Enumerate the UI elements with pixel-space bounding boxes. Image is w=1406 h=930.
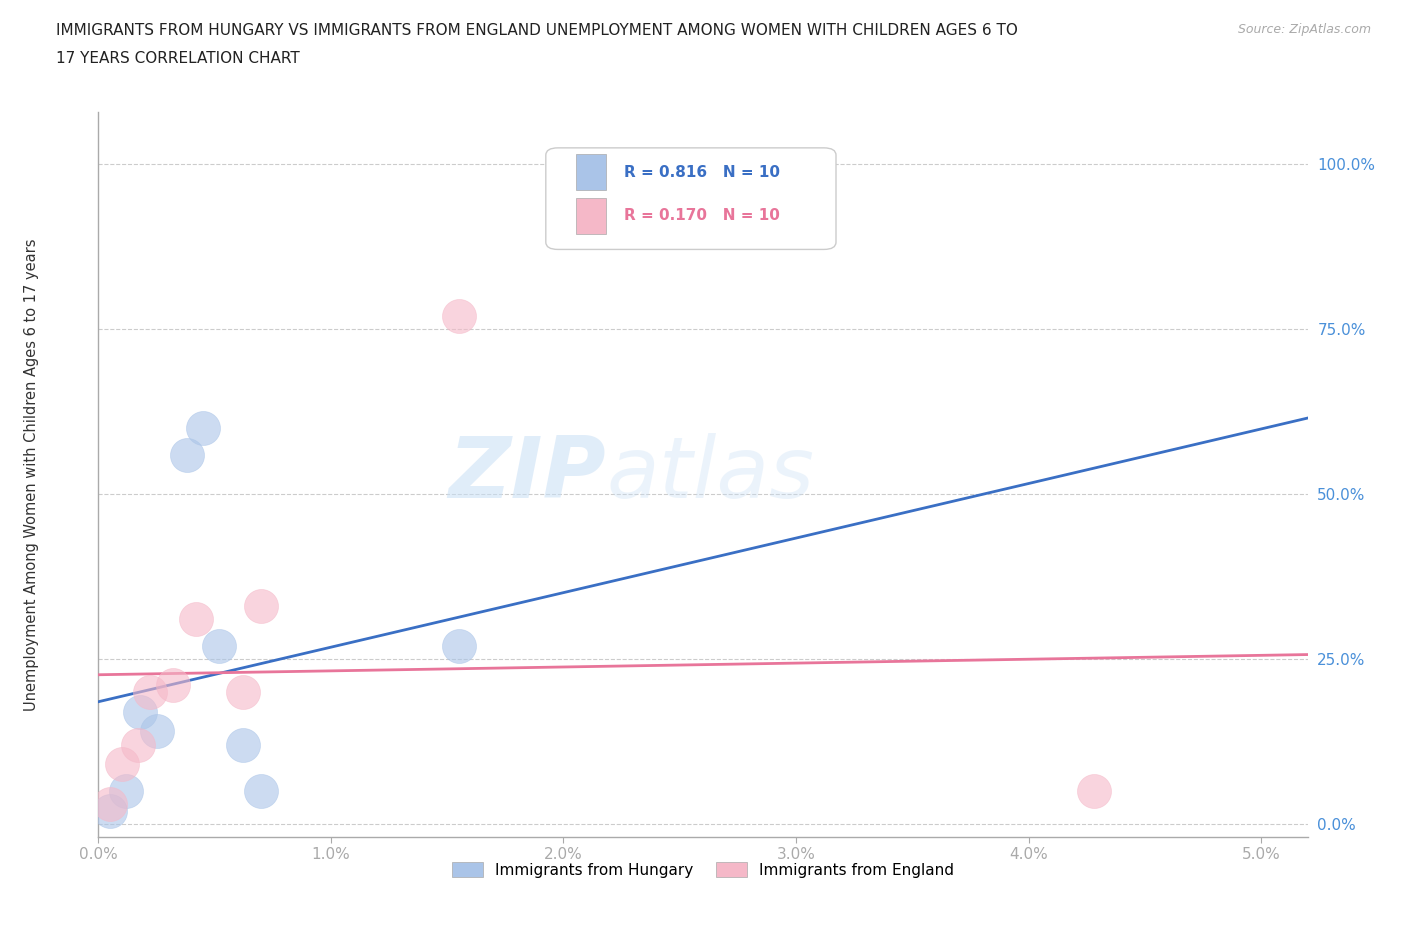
Point bbox=[191, 420, 214, 435]
Point bbox=[138, 684, 160, 699]
Point bbox=[1083, 783, 1105, 798]
FancyBboxPatch shape bbox=[576, 198, 606, 234]
Text: ZIP: ZIP bbox=[449, 432, 606, 516]
Point bbox=[184, 612, 207, 627]
Point bbox=[111, 757, 134, 772]
Point bbox=[145, 724, 167, 739]
Point bbox=[162, 678, 184, 693]
Point bbox=[98, 804, 121, 818]
Point bbox=[115, 783, 138, 798]
Text: Source: ZipAtlas.com: Source: ZipAtlas.com bbox=[1237, 23, 1371, 36]
Point bbox=[127, 737, 149, 752]
FancyBboxPatch shape bbox=[576, 154, 606, 191]
Point bbox=[232, 737, 254, 752]
Point bbox=[447, 638, 470, 653]
Point bbox=[447, 309, 470, 324]
Point bbox=[176, 447, 198, 462]
Point bbox=[250, 783, 273, 798]
Text: 17 YEARS CORRELATION CHART: 17 YEARS CORRELATION CHART bbox=[56, 51, 299, 66]
Point bbox=[98, 797, 121, 812]
Text: IMMIGRANTS FROM HUNGARY VS IMMIGRANTS FROM ENGLAND UNEMPLOYMENT AMONG WOMEN WITH: IMMIGRANTS FROM HUNGARY VS IMMIGRANTS FR… bbox=[56, 23, 1018, 38]
Text: R = 0.170   N = 10: R = 0.170 N = 10 bbox=[624, 208, 780, 223]
Point bbox=[232, 684, 254, 699]
Point bbox=[208, 638, 231, 653]
FancyBboxPatch shape bbox=[546, 148, 837, 249]
Text: atlas: atlas bbox=[606, 432, 814, 516]
Text: Unemployment Among Women with Children Ages 6 to 17 years: Unemployment Among Women with Children A… bbox=[24, 238, 39, 711]
Point bbox=[129, 704, 152, 719]
Point bbox=[250, 599, 273, 614]
Legend: Immigrants from Hungary, Immigrants from England: Immigrants from Hungary, Immigrants from… bbox=[446, 856, 960, 884]
Text: R = 0.816   N = 10: R = 0.816 N = 10 bbox=[624, 165, 780, 179]
